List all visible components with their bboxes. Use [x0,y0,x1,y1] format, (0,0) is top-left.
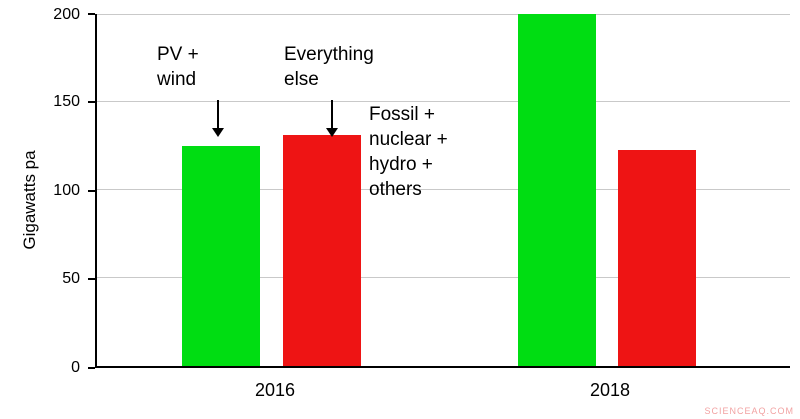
y-tickmark-50 [88,278,95,280]
gridline-200 [97,14,790,15]
y-tickmark-150 [88,101,95,103]
bar-2018-everything-else [618,149,696,366]
plot-area [95,14,790,368]
gridline-150 [97,101,790,102]
y-tick-50: 50 [62,270,80,287]
gridline-100 [97,189,790,190]
bar-2016-pv-wind [182,146,260,366]
y-axis-title: Gigawatts pa [20,150,39,250]
arrow-head [212,128,224,137]
gridline-50 [97,277,790,278]
y-tick-0: 0 [71,359,80,376]
bar-2016-everything-else [283,135,361,366]
y-tick-100: 100 [53,182,80,199]
x-tick-2016: 2016 [254,380,296,400]
arrow-shaft [331,100,333,128]
arrow-head [326,128,338,137]
x-tick-2018: 2018 [589,380,631,400]
annotation-everything-else: Everything else [284,44,374,90]
y-tick-200: 200 [53,6,80,23]
y-tickmark-100 [88,190,95,192]
bar-2018-pv-wind [518,14,596,366]
arrow-down-icon-pv-wind [212,100,224,137]
watermark: SCIENCEAQ.COM [704,406,794,416]
y-tickmark-200 [88,13,95,15]
y-tick-150: 150 [53,93,80,110]
arrow-down-icon-everything-else [326,100,338,137]
y-tickmark-0 [88,367,95,369]
annotation-pv-wind: PV + wind [157,44,199,90]
annotation-fossil: Fossil + nuclear + hydro + others [369,104,448,200]
arrow-shaft [217,100,219,128]
